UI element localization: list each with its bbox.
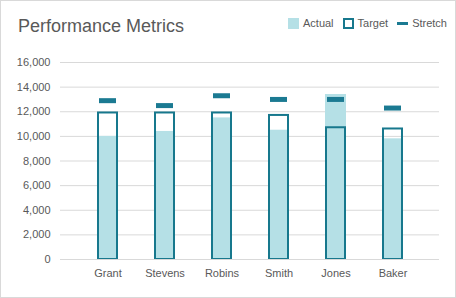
svg-text:10,000: 10,000 <box>17 130 51 142</box>
html-text:Stretch: Stretch <box>412 17 447 29</box>
svg-text:8,000: 8,000 <box>23 155 51 167</box>
svg-text:14,000: 14,000 <box>17 81 51 93</box>
svg-text:12,000: 12,000 <box>17 105 51 117</box>
svg-text:0: 0 <box>44 253 50 265</box>
svg-text:Grant: Grant <box>94 267 122 279</box>
svg-text:16,000: 16,000 <box>17 56 51 68</box>
svg-text:Robins: Robins <box>205 267 240 279</box>
svg-text:Smith: Smith <box>265 267 293 279</box>
svg-text:Jones: Jones <box>321 267 351 279</box>
html-text:Performance Metrics: Performance Metrics <box>18 16 184 36</box>
svg-text:6,000: 6,000 <box>23 179 51 191</box>
html-text:Actual: Actual <box>303 17 334 29</box>
html-text:Target: Target <box>357 17 389 29</box>
svg-text:2,000: 2,000 <box>23 228 51 240</box>
svg-text:4,000: 4,000 <box>23 204 51 216</box>
svg-text:Stevens: Stevens <box>145 267 185 279</box>
svg-text:Baker: Baker <box>379 267 408 279</box>
